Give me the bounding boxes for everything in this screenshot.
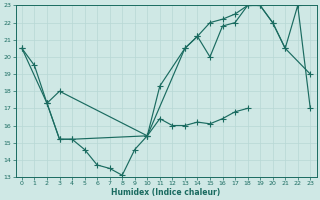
X-axis label: Humidex (Indice chaleur): Humidex (Indice chaleur) [111, 188, 221, 197]
